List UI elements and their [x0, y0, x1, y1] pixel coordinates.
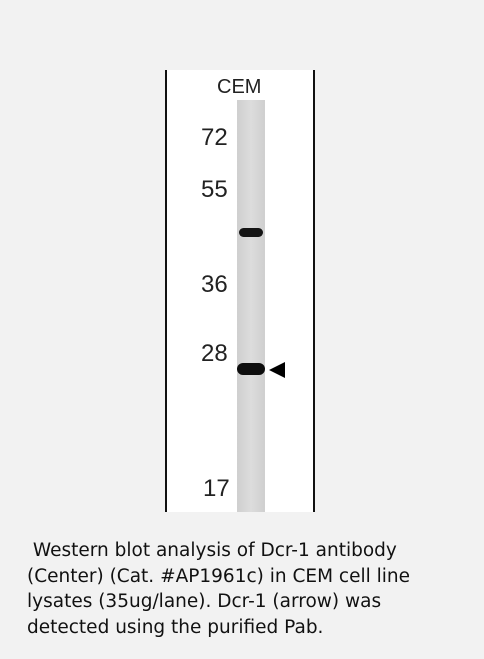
lane-label: CEM [217, 76, 261, 99]
blot-image: CEM 72 55 36 28 17 [165, 70, 315, 512]
lane [237, 100, 265, 512]
caption-line: Western blot analysis of Dcr-1 antibody [27, 538, 467, 564]
caption-line: (Center) (Cat. #AP1961c) in CEM cell lin… [27, 564, 467, 590]
marker-label: 17 [203, 475, 230, 503]
caption: Western blot analysis of Dcr-1 antibody … [27, 538, 467, 640]
band [237, 363, 265, 375]
band [239, 228, 263, 237]
marker-label: 28 [201, 340, 228, 368]
caption-line: detected using the purified Pab. [27, 615, 467, 641]
page: {"blot": {"lane_label": "CEM", "markers"… [0, 0, 484, 659]
caption-line: lysates (35ug/lane). Dcr-1 (arrow) was [27, 589, 467, 615]
marker-label: 55 [201, 176, 228, 204]
marker-label: 72 [201, 124, 228, 152]
marker-label: 36 [201, 271, 228, 299]
arrow [267, 360, 287, 380]
